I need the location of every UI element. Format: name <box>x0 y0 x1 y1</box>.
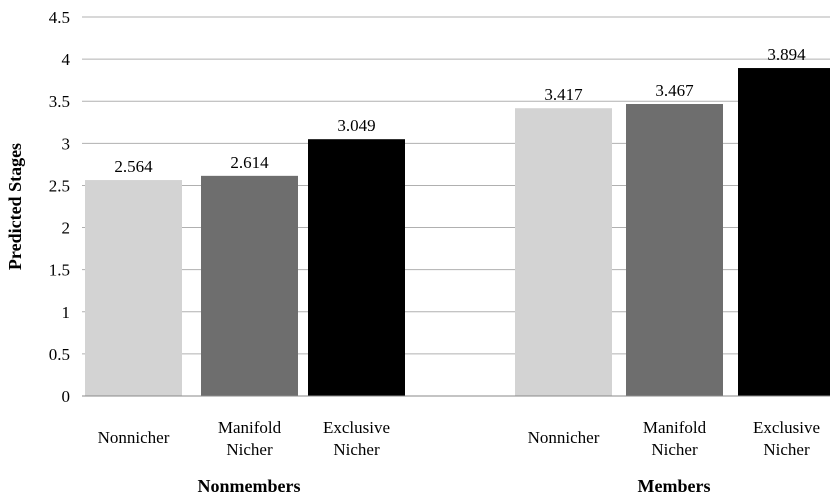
x-category-label-line: Nicher <box>763 440 810 459</box>
y-tick-label: 3.5 <box>49 92 70 111</box>
y-tick-label: 4 <box>62 50 71 69</box>
x-category-label-line: Nonnicher <box>98 428 170 447</box>
x-category-label-line: Nicher <box>651 440 698 459</box>
data-labels: 2.564 2.614 3.049 3.417 3.467 3.894 <box>114 45 806 176</box>
bar <box>308 139 405 396</box>
x-group-label: Nonmembers <box>198 476 301 496</box>
y-tick-label: 4.5 <box>49 8 70 27</box>
bar <box>626 104 723 396</box>
data-label: 3.049 <box>337 116 375 135</box>
x-category-label: Exclusive Nicher <box>753 418 820 459</box>
bar <box>201 175 298 396</box>
y-tick-label: 1.5 <box>49 261 70 280</box>
x-group-label: Members <box>638 476 711 496</box>
x-category-label-line: Nonnicher <box>528 428 600 447</box>
data-label: 2.614 <box>230 153 269 172</box>
y-axis-ticks: 0 0.5 1 1.5 2 2.5 3 3.5 4 4.5 <box>49 8 71 406</box>
x-category-label: Manifold Nicher <box>218 418 282 459</box>
bars <box>85 68 830 396</box>
bar <box>85 180 182 396</box>
x-category-label-line: Nicher <box>226 440 273 459</box>
y-tick-label: 3 <box>62 134 71 153</box>
data-label: 2.564 <box>114 157 153 176</box>
y-tick-label: 0 <box>62 387 71 406</box>
x-axis-categories: Nonnicher Manifold Nicher Exclusive Nicher No… <box>98 418 820 459</box>
x-category-label-line: Exclusive <box>323 418 390 437</box>
x-category-label: Nonnicher <box>98 428 170 447</box>
x-category-label-line: Manifold <box>218 418 282 437</box>
data-label: 3.467 <box>655 81 694 100</box>
bar <box>738 68 830 396</box>
x-axis-groups: Nonmembers Members <box>198 476 711 496</box>
y-axis-label: Predicted Stages <box>5 143 25 270</box>
x-category-label-line: Manifold <box>643 418 707 437</box>
y-tick-label: 0.5 <box>49 345 70 364</box>
x-category-label: Nonnicher <box>528 428 600 447</box>
x-category-label-line: Exclusive <box>753 418 820 437</box>
x-category-label: Manifold Nicher <box>643 418 707 459</box>
data-label: 3.417 <box>544 85 583 104</box>
y-tick-label: 2.5 <box>49 176 70 195</box>
bar <box>515 108 612 396</box>
y-tick-label: 2 <box>62 219 71 238</box>
x-category-label: Exclusive Nicher <box>323 418 390 459</box>
data-label: 3.894 <box>767 45 806 64</box>
x-category-label-line: Nicher <box>333 440 380 459</box>
y-tick-label: 1 <box>62 303 71 322</box>
